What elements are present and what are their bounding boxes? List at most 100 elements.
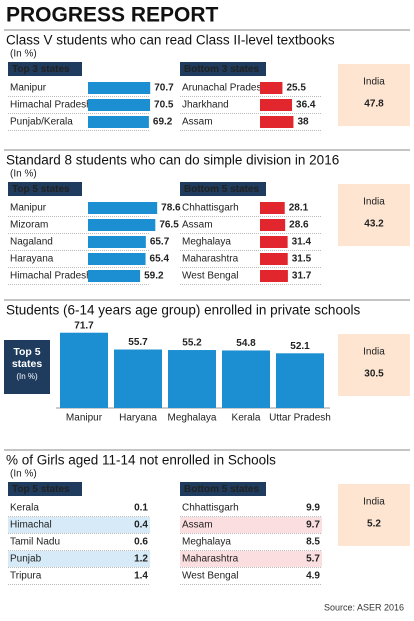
group-header: Top 5 states <box>12 184 70 195</box>
value-label: 25.5 <box>286 83 306 94</box>
group-header-bg <box>180 62 266 76</box>
state-name: Kerala <box>10 503 39 514</box>
section-title: Class V students who can read Class II-l… <box>6 33 335 48</box>
state-name: West Bengal <box>182 271 239 282</box>
state-name: Himachal <box>10 520 52 531</box>
bar <box>260 82 283 94</box>
value-label: 36.4 <box>296 100 316 111</box>
state-name: Chhattisgarh <box>182 503 239 514</box>
bar <box>168 350 216 408</box>
state-name: Arunachal Pradesh <box>182 83 267 94</box>
group-header-bg <box>180 482 266 496</box>
row-highlight <box>180 551 322 567</box>
category-label: Kerala <box>232 413 261 424</box>
section-title: % of Girls aged 11-14 not enrolled in Sc… <box>6 453 276 468</box>
bar <box>88 236 146 248</box>
row-highlight <box>8 517 150 533</box>
state-name: Himachal Pradesh <box>10 271 92 282</box>
value-label: 78.6 <box>161 203 181 214</box>
india-label: India <box>363 497 385 508</box>
bar <box>260 219 286 231</box>
state-name: Himachal Pradesh <box>10 100 92 111</box>
value-label: 69.2 <box>153 117 173 128</box>
state-name: Chhattisgarh <box>182 203 239 214</box>
unit: (In %) <box>10 49 37 60</box>
value-label: 31.7 <box>292 271 312 282</box>
bar <box>88 116 149 128</box>
bar <box>88 270 141 282</box>
value-label: 1.4 <box>134 571 148 582</box>
india-box <box>338 64 410 126</box>
bar <box>60 332 108 408</box>
value-label: 59.2 <box>144 271 164 282</box>
section-title: Standard 8 students who can do simple di… <box>6 153 339 168</box>
group-header-bg <box>8 182 82 196</box>
value-label: 0.1 <box>134 503 148 514</box>
unit: (In %) <box>10 469 37 480</box>
bar <box>88 202 158 214</box>
group-header: Bottom 3 states <box>184 64 259 75</box>
india-box <box>338 184 410 246</box>
value-label: 65.4 <box>150 254 170 265</box>
bar <box>276 353 324 408</box>
bar <box>88 253 146 265</box>
state-name: Harayana <box>10 254 54 265</box>
value-label: 1.2 <box>134 554 148 565</box>
value-label: 31.5 <box>292 254 312 265</box>
state-name: Manipur <box>10 203 47 214</box>
bar <box>114 349 162 408</box>
india-label: India <box>363 197 385 208</box>
state-name: Jharkhand <box>182 100 229 111</box>
value-label: 55.2 <box>182 338 202 349</box>
state-name: Manipur <box>10 83 47 94</box>
bar <box>88 219 156 231</box>
india-box <box>338 484 410 546</box>
group-header: Bottom 5 states <box>184 484 259 495</box>
value-label: 65.7 <box>150 237 170 248</box>
unit: (In %) <box>10 169 37 180</box>
value-label: 28.6 <box>289 220 309 231</box>
value-label: 70.5 <box>154 100 174 111</box>
state-name: Tripura <box>10 571 42 582</box>
value-label: 5.7 <box>306 554 320 565</box>
bar <box>260 99 293 111</box>
group-header-bg <box>8 482 82 496</box>
value-label: 0.6 <box>134 537 148 548</box>
state-name: Assam <box>182 520 213 531</box>
group-header-bg <box>8 62 82 76</box>
state-name: Tamil Nadu <box>10 537 60 548</box>
india-label: India <box>363 77 385 88</box>
state-name: Punjab <box>10 554 42 565</box>
value-label: 38 <box>297 117 309 128</box>
group-header: Top 3 states <box>12 64 70 75</box>
category-label: Manipur <box>66 413 103 424</box>
source: Source: ASER 2016 <box>324 602 404 612</box>
state-name: Meghalaya <box>182 537 231 548</box>
india-label: India <box>363 347 385 358</box>
value-label: 76.5 <box>159 220 179 231</box>
bar <box>88 99 151 111</box>
bar <box>260 116 294 128</box>
bar <box>260 236 288 248</box>
state-name: West Bengal <box>182 571 239 582</box>
value-label: 54.8 <box>236 338 256 349</box>
value-label: 55.7 <box>128 337 148 348</box>
unit: (In %) <box>16 372 38 381</box>
value-label: 9.9 <box>306 503 320 514</box>
state-name: Nagaland <box>10 237 53 248</box>
label-text: Top 5 states <box>11 346 43 370</box>
category-label: Meghalaya <box>168 413 217 424</box>
value-label: 31.4 <box>292 237 312 248</box>
india-box <box>338 334 410 396</box>
value-label: 4.9 <box>306 571 320 582</box>
value-label: 70.7 <box>154 83 174 94</box>
value-label: 28.1 <box>289 203 309 214</box>
bar <box>88 82 151 94</box>
india-value: 43.2 <box>364 219 384 230</box>
india-value: 5.2 <box>367 519 381 530</box>
india-value: 47.8 <box>364 99 384 110</box>
state-name: Maharashtra <box>182 554 239 565</box>
state-name: Maharashtra <box>182 254 239 265</box>
state-name: Punjab/Kerala <box>10 117 73 128</box>
